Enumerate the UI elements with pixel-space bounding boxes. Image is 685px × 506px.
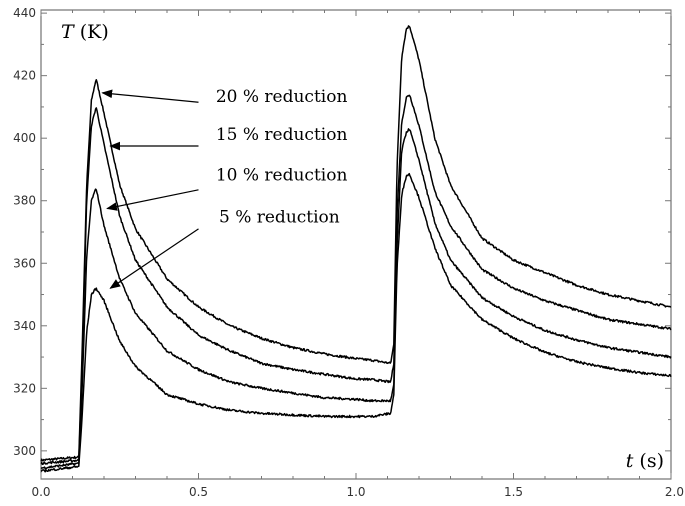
y-tick-label: 320: [13, 381, 36, 395]
series-line: [40, 172, 672, 473]
x-tick-label: 1.5: [504, 485, 523, 499]
annotation-arrow: [106, 189, 199, 211]
x-tick-label: 1.0: [346, 485, 365, 499]
annotation-arrow: [101, 89, 199, 103]
annotation-label: 20 % reduction: [216, 87, 348, 107]
x-axis-unit: (s): [633, 450, 664, 472]
x-axis-variable: t: [626, 450, 634, 472]
y-tick-label: 380: [13, 194, 36, 208]
x-tick-label: 0.0: [31, 485, 50, 499]
y-tick-label: 300: [13, 444, 36, 458]
y-axis-unit: (K): [74, 21, 109, 43]
y-axis-title: T (K): [61, 21, 109, 43]
annotation-label: 15 % reduction: [216, 125, 348, 145]
y-tick-label: 340: [13, 319, 36, 333]
x-axis-title: t (s): [626, 450, 664, 472]
annotation-label: 5 % reduction: [219, 208, 340, 228]
series-line: [40, 25, 672, 462]
series-line: [40, 128, 672, 470]
series-lines: [40, 25, 672, 473]
annotation-arrow: [109, 228, 199, 289]
annotation-label: 10 % reduction: [216, 165, 348, 185]
y-axis-variable: T: [61, 21, 75, 43]
plot-frame: [40, 9, 672, 480]
y-tick-label: 400: [13, 131, 36, 145]
y-tick-label: 440: [13, 6, 36, 20]
y-tick-label: 360: [13, 256, 36, 270]
series-line: [40, 94, 672, 466]
x-tick-label: 0.5: [189, 485, 208, 499]
x-axis: 0.0 0.5 1.0 1.5 2.0: [31, 10, 684, 499]
y-tick-label: 420: [13, 69, 36, 83]
x-tick-label: 2.0: [665, 485, 684, 499]
annotations: 20 % reduction 15 % reduction 10 % reducti…: [101, 87, 348, 289]
y-axis: 300 320 340 360 380 400 420 440: [13, 6, 671, 458]
